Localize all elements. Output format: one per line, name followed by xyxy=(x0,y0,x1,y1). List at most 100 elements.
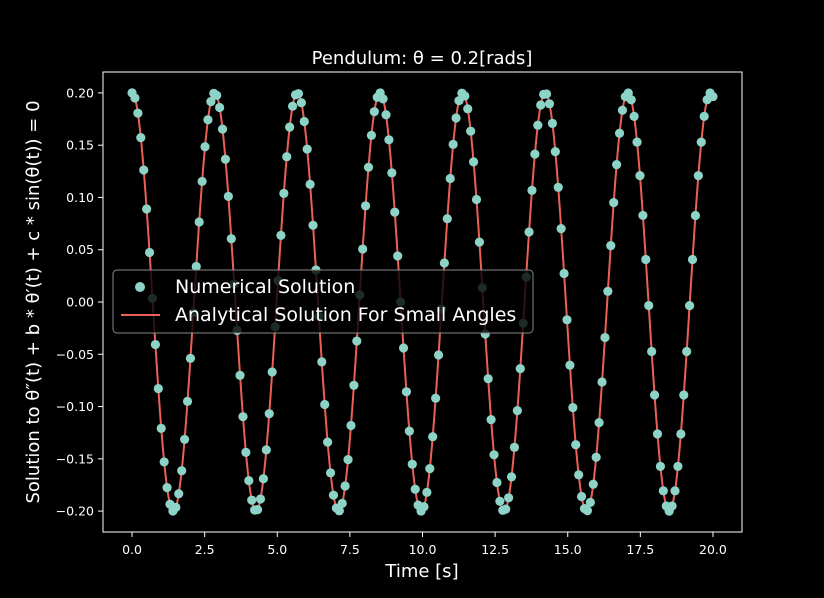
numerical-point xyxy=(159,457,169,467)
numerical-point xyxy=(506,472,517,482)
numerical-point xyxy=(670,486,680,496)
numerical-point xyxy=(241,447,251,457)
numerical-point xyxy=(524,227,534,237)
numerical-point xyxy=(328,490,339,500)
numerical-point xyxy=(442,214,452,224)
numerical-point xyxy=(150,339,160,350)
numerical-point xyxy=(153,383,163,394)
numerical-point xyxy=(673,461,683,472)
numerical-point xyxy=(191,261,201,272)
legend-marker-numerical xyxy=(135,282,145,292)
numerical-point xyxy=(641,254,651,265)
numerical-point xyxy=(682,346,692,357)
numerical-point xyxy=(238,412,248,422)
numerical-point xyxy=(340,481,350,491)
numerical-point xyxy=(690,210,701,221)
numerical-point xyxy=(600,332,610,343)
numerical-point xyxy=(556,224,566,234)
numerical-point xyxy=(156,423,166,433)
chart-title: Pendulum: θ = 0.2[rads] xyxy=(312,48,533,69)
numerical-point xyxy=(547,118,558,128)
numerical-point xyxy=(302,144,312,154)
legend-label-numerical: Numerical Solution xyxy=(175,276,355,298)
numerical-point xyxy=(360,201,371,211)
numerical-point xyxy=(693,171,703,181)
numerical-point xyxy=(489,450,499,460)
numerical-point xyxy=(565,360,575,370)
numerical-point xyxy=(217,124,228,134)
numerical-point xyxy=(393,251,403,261)
numerical-point xyxy=(445,173,455,184)
y-tick-label: 0.10 xyxy=(66,190,94,205)
numerical-point xyxy=(629,111,639,121)
numerical-point xyxy=(474,237,485,247)
numerical-point xyxy=(708,91,718,102)
numerical-point xyxy=(614,128,625,138)
numerical-point xyxy=(407,459,417,469)
legend-label-analytical: Analytical Solution For Small Angles xyxy=(175,304,516,326)
numerical-point xyxy=(550,147,560,157)
numerical-point xyxy=(185,353,196,364)
x-tick-label: 15.0 xyxy=(554,542,582,557)
numerical-point xyxy=(501,504,511,514)
y-tick-label: −0.20 xyxy=(56,504,94,519)
numerical-point xyxy=(530,149,540,159)
numerical-point xyxy=(582,506,593,516)
numerical-point xyxy=(597,377,607,387)
numerical-point xyxy=(136,132,146,143)
numerical-point xyxy=(387,168,397,178)
numerical-point xyxy=(346,420,356,431)
numerical-point xyxy=(509,442,520,452)
numerical-point xyxy=(609,198,619,208)
numerical-point xyxy=(644,300,654,311)
numerical-point xyxy=(264,409,274,419)
numerical-point xyxy=(687,254,698,265)
x-tick-label: 10.0 xyxy=(409,542,437,557)
numerical-point xyxy=(235,370,245,380)
x-axis-label: Time [s] xyxy=(384,561,458,582)
numerical-point xyxy=(308,220,318,230)
numerical-point xyxy=(334,506,344,516)
numerical-point xyxy=(606,241,616,251)
y-tick-label: −0.10 xyxy=(56,399,94,414)
numerical-point xyxy=(358,244,368,254)
numerical-point xyxy=(197,176,207,187)
numerical-point xyxy=(451,113,461,123)
numerical-point xyxy=(512,406,522,416)
numerical-point xyxy=(212,90,222,100)
numerical-point xyxy=(261,445,271,455)
numerical-point xyxy=(343,455,353,465)
numerical-point xyxy=(174,489,184,499)
numerical-point xyxy=(667,501,677,511)
numerical-point xyxy=(568,402,578,413)
numerical-point xyxy=(574,470,584,480)
numerical-point xyxy=(255,494,266,504)
numerical-point xyxy=(317,357,327,367)
numerical-point xyxy=(144,247,155,258)
numerical-point xyxy=(483,374,493,384)
x-tick-label: 7.5 xyxy=(340,542,360,557)
plot-area xyxy=(127,88,718,516)
numerical-point xyxy=(617,105,628,115)
y-tick-label: 0.20 xyxy=(66,85,94,100)
numerical-point xyxy=(267,367,277,377)
numerical-point xyxy=(649,390,660,400)
numerical-point xyxy=(585,497,595,507)
numerical-point xyxy=(433,350,444,360)
numerical-point xyxy=(685,300,695,311)
x-tick-label: 5.0 xyxy=(267,542,287,557)
numerical-point xyxy=(431,393,441,403)
numerical-point xyxy=(252,505,263,515)
numerical-point xyxy=(401,387,412,397)
numerical-point xyxy=(466,126,476,136)
numerical-point xyxy=(139,165,149,175)
numerical-point xyxy=(279,188,289,198)
numerical-point xyxy=(679,390,689,400)
numerical-point xyxy=(626,95,636,105)
numerical-point xyxy=(206,97,216,107)
numerical-point xyxy=(533,120,543,130)
y-tick-label: 0.15 xyxy=(66,138,94,153)
numerical-point xyxy=(504,493,514,503)
numerical-point xyxy=(536,100,546,110)
